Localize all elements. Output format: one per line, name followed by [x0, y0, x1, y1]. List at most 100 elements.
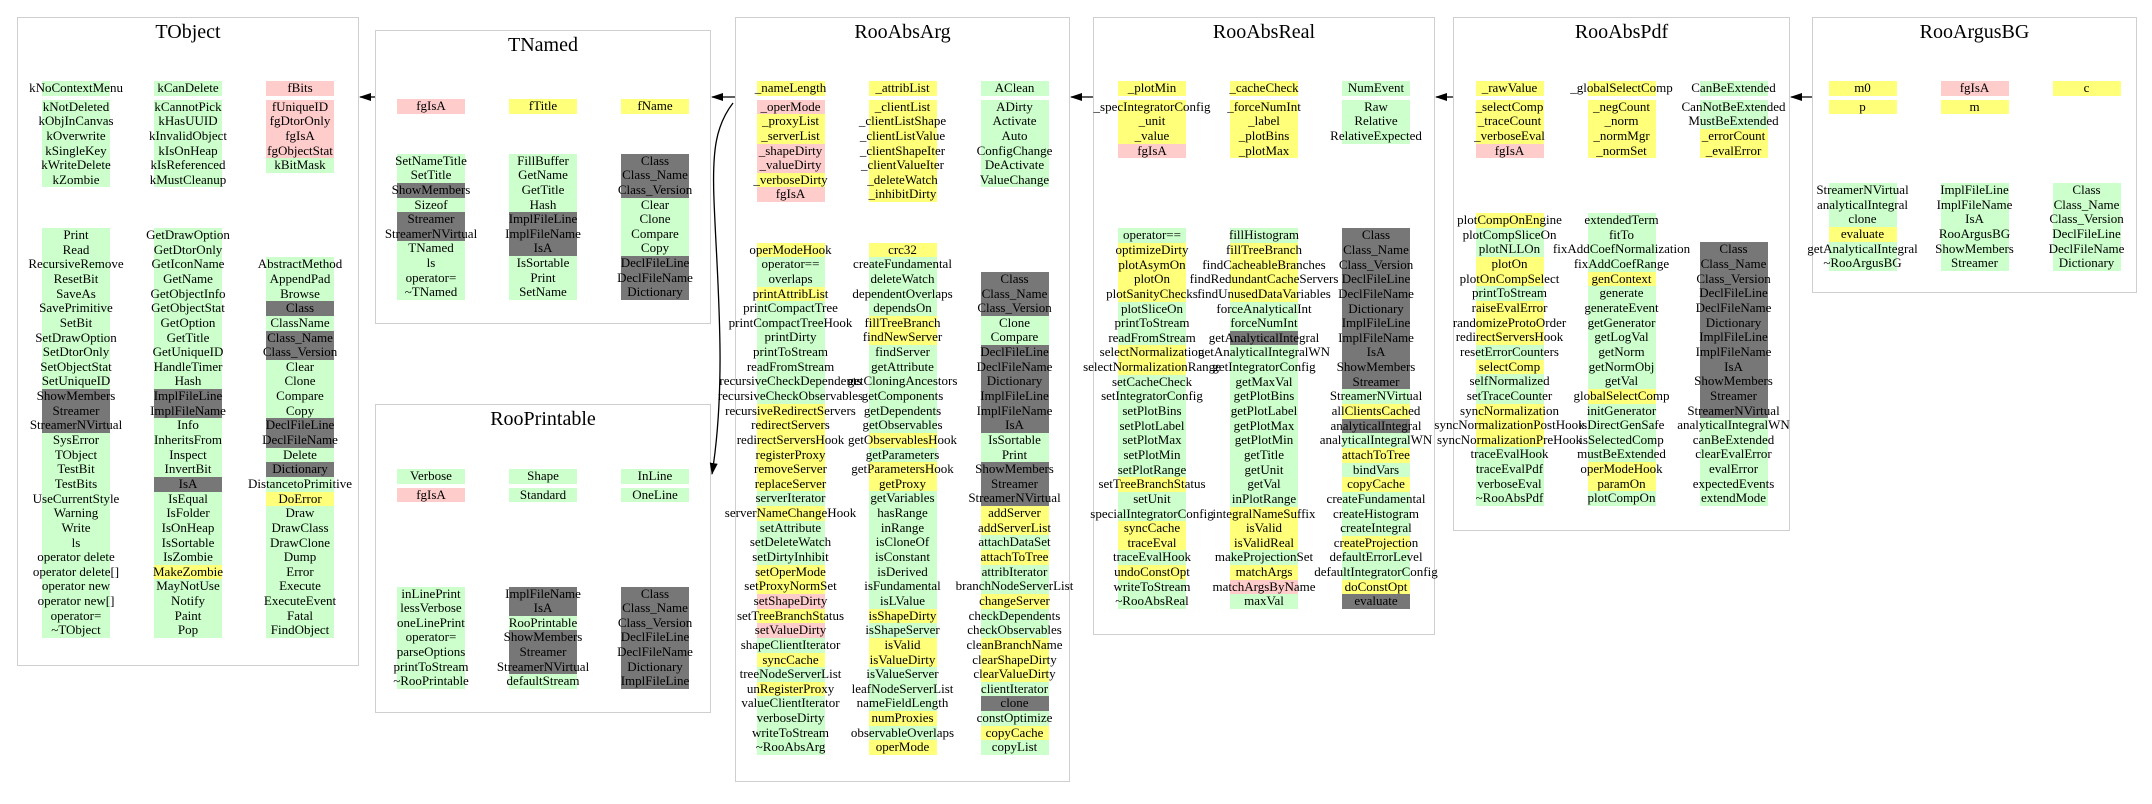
- method-item[interactable]: removeServer: [754, 461, 827, 477]
- method-item[interactable]: GetIconName: [151, 256, 225, 272]
- member-item[interactable]: kBitMask: [266, 158, 334, 173]
- method-item[interactable]: getPlotMax: [1230, 418, 1298, 434]
- member-item[interactable]: Activate: [980, 114, 1049, 129]
- method-item[interactable]: fixAddCoefRange: [1573, 256, 1670, 272]
- member-item[interactable]: fgIsA: [1475, 143, 1544, 159]
- method-item[interactable]: InvertBit: [154, 462, 222, 477]
- member-item[interactable]: _label: [1230, 114, 1298, 129]
- method-item[interactable]: getVal: [1230, 477, 1298, 492]
- method-item[interactable]: inPlotRange: [1230, 490, 1298, 507]
- method-item[interactable]: ~TObject: [42, 623, 110, 638]
- method-item[interactable]: numProxies: [868, 710, 937, 726]
- method-item[interactable]: lessVerbose: [397, 601, 465, 616]
- method-item[interactable]: redirectServersHook: [736, 431, 845, 448]
- method-item[interactable]: Class: [266, 301, 334, 316]
- method-item[interactable]: Dictionary: [621, 285, 689, 300]
- member-item[interactable]: ValueChange: [979, 171, 1050, 188]
- member-item[interactable]: _negCount: [1587, 99, 1656, 115]
- method-item[interactable]: setShapeDirty: [753, 592, 828, 609]
- method-item[interactable]: StreamerNVirtual: [968, 490, 1061, 507]
- method-item[interactable]: optimizeDirty: [1115, 241, 1189, 258]
- method-item[interactable]: Execute: [266, 579, 334, 595]
- method-item[interactable]: SysError: [42, 432, 110, 448]
- method-item[interactable]: Browse: [266, 286, 334, 302]
- member-item[interactable]: _unit: [1118, 114, 1186, 129]
- method-item[interactable]: selectNormalization: [1099, 344, 1205, 361]
- method-item[interactable]: clearEvalError: [1695, 446, 1772, 463]
- method-item[interactable]: Class_Version: [617, 181, 693, 198]
- method-item[interactable]: Read: [42, 242, 110, 258]
- method-item[interactable]: isValid: [1230, 521, 1298, 536]
- method-item[interactable]: getTitle: [1230, 447, 1298, 463]
- method-item[interactable]: Print: [509, 270, 577, 286]
- member-item[interactable]: _norm: [1587, 114, 1656, 129]
- method-item[interactable]: undoConstOpt: [1114, 564, 1190, 580]
- member-item[interactable]: _shapeDirty: [756, 143, 825, 159]
- method-item[interactable]: selfNormalized: [1469, 373, 1550, 389]
- method-item[interactable]: IsA: [509, 241, 577, 257]
- member-item[interactable]: OneLine: [621, 487, 689, 503]
- method-item[interactable]: ImplFileName: [150, 402, 226, 419]
- method-item[interactable]: defaultErrorLevel: [1329, 549, 1423, 566]
- method-item[interactable]: RooPrintable: [508, 614, 578, 631]
- method-item[interactable]: createHistogram: [1333, 505, 1419, 522]
- method-item[interactable]: syncNormalization: [1460, 402, 1559, 419]
- method-item[interactable]: IsA: [1699, 359, 1768, 375]
- method-item[interactable]: writeToStream: [751, 724, 830, 741]
- method-item[interactable]: getUnit: [1230, 462, 1298, 478]
- member-item[interactable]: _value: [1118, 128, 1186, 144]
- method-item[interactable]: StreamerNVirtual: [1687, 402, 1780, 419]
- method-item[interactable]: printCompactTree: [743, 300, 838, 316]
- method-item[interactable]: DeclFileLine: [1341, 271, 1411, 287]
- method-item[interactable]: makeProjectionSet: [1214, 549, 1314, 566]
- method-item[interactable]: setValueDirty: [754, 622, 827, 638]
- method-item[interactable]: DeclFileName: [1695, 300, 1772, 316]
- member-item[interactable]: _specIntegratorConfig: [1093, 98, 1211, 115]
- method-item[interactable]: checkDependents: [968, 607, 1061, 624]
- member-item[interactable]: _operMode: [756, 99, 825, 115]
- method-item[interactable]: setTraceCounter: [1466, 387, 1553, 404]
- method-item[interactable]: initGenerator: [1586, 402, 1657, 419]
- method-item[interactable]: ImplFileLine: [1940, 182, 2009, 198]
- method-item[interactable]: Streamer: [1342, 374, 1410, 390]
- method-item[interactable]: Error: [266, 564, 334, 580]
- method-item[interactable]: Class: [1699, 242, 1768, 258]
- method-item[interactable]: Class_Name: [2052, 196, 2121, 213]
- method-item[interactable]: matchArgsByName: [1212, 578, 1316, 595]
- method-item[interactable]: observableOverlaps: [850, 724, 955, 741]
- method-item[interactable]: getAnalyticalIntegral: [1208, 329, 1320, 346]
- method-item[interactable]: ImplFileName: [1695, 343, 1772, 360]
- method-item[interactable]: isShapeDirty: [868, 607, 937, 624]
- method-item[interactable]: ShowMembers: [1935, 240, 2014, 257]
- member-item[interactable]: kObjInCanvas: [38, 113, 114, 129]
- method-item[interactable]: syncCache: [756, 652, 825, 668]
- member-item[interactable]: _plotMin: [1118, 80, 1186, 96]
- method-item[interactable]: Dictionary: [980, 374, 1049, 389]
- method-item[interactable]: redirectServersHook: [1455, 329, 1564, 345]
- method-item[interactable]: Info: [154, 418, 222, 434]
- method-item[interactable]: IsEqual: [154, 491, 222, 507]
- method-item[interactable]: serverNameChangeHook: [724, 505, 857, 521]
- method-item[interactable]: evalError: [1699, 461, 1768, 477]
- method-item[interactable]: getLogVal: [1587, 330, 1656, 345]
- method-item[interactable]: constOptimize: [976, 710, 1053, 726]
- method-item[interactable]: Compare: [621, 226, 689, 242]
- method-item[interactable]: extendedTerm: [1584, 212, 1659, 228]
- method-item[interactable]: getParametersHook: [851, 461, 954, 477]
- method-item[interactable]: IsSortable: [509, 255, 577, 271]
- method-item[interactable]: syncNormalizationPostHook: [1434, 417, 1585, 433]
- class-box-tnamed[interactable]: TNamed fgIsA fTitle fName SetNameTitle SetTit…: [375, 30, 711, 324]
- method-item[interactable]: operator=: [42, 608, 110, 624]
- method-item[interactable]: treeNodeServerList: [739, 666, 842, 682]
- method-item[interactable]: plotCompOn: [1587, 490, 1656, 506]
- method-item[interactable]: isDirectGenSafe: [1578, 417, 1665, 433]
- method-item[interactable]: operMode: [868, 740, 937, 755]
- method-item[interactable]: cleanBranchName: [966, 636, 1063, 653]
- method-item[interactable]: isValid: [868, 637, 937, 653]
- method-item[interactable]: Dictionary: [266, 462, 334, 477]
- method-item[interactable]: GetTitle: [509, 182, 577, 198]
- method-item[interactable]: getNormObj: [1587, 358, 1656, 375]
- member-item[interactable]: fgObjectStat: [266, 142, 334, 159]
- method-item[interactable]: setProxyNormSet: [744, 578, 837, 594]
- method-item[interactable]: InheritsFrom: [154, 432, 222, 448]
